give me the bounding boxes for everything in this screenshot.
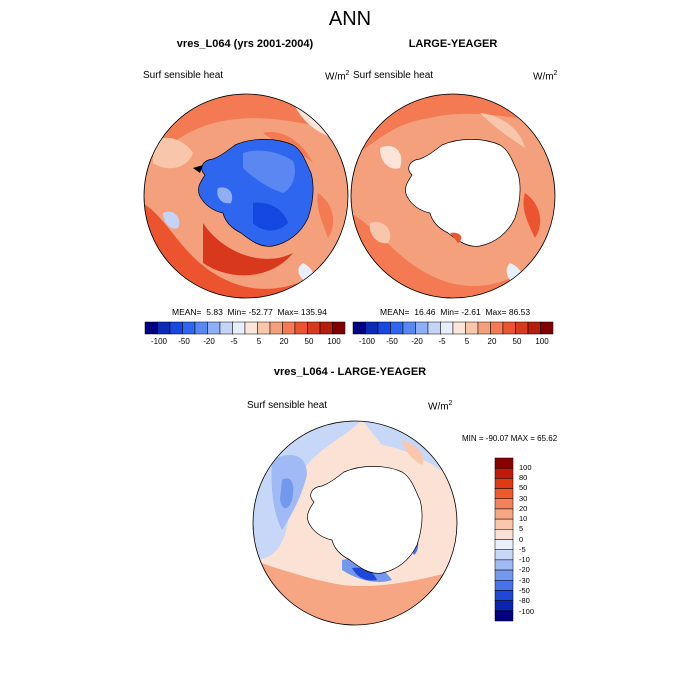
colorbar-swatch <box>494 467 514 479</box>
colorbar-swatch <box>494 600 514 612</box>
colorbar-swatch <box>157 321 171 335</box>
colorbar-swatch <box>494 549 514 561</box>
colorbar-swatch <box>494 559 514 571</box>
colorbar-difference-label: -100 <box>519 607 535 616</box>
colorbar-model-label: 100 <box>327 337 341 346</box>
colorbar-swatch <box>144 321 158 335</box>
colorbar-difference-label: -50 <box>519 586 530 595</box>
colorbar-swatch <box>440 321 454 335</box>
colorbar-swatch <box>465 321 479 335</box>
colorbar-swatch <box>502 321 516 335</box>
colorbar-difference-label: 0 <box>519 535 524 544</box>
colorbar-swatch <box>219 321 233 335</box>
colorbar-swatch <box>477 321 491 335</box>
colorbar-swatch <box>494 457 514 469</box>
colorbar-swatch <box>332 321 346 335</box>
colorbar-difference-label: 30 <box>519 494 528 503</box>
colorbar-swatch <box>494 478 514 489</box>
colorbar-model-label: 5 <box>256 337 262 346</box>
colorbar-swatch <box>390 321 404 335</box>
polar-map-obs <box>350 93 556 299</box>
difference-units: W/m2 <box>428 400 453 413</box>
colorbar-swatch <box>365 321 379 335</box>
colorbar-swatch <box>452 321 466 335</box>
colorbar-difference-label: 10 <box>519 514 528 523</box>
colorbar-obs <box>352 321 554 335</box>
colorbar-swatch <box>294 321 308 335</box>
colorbar-swatch <box>494 610 514 622</box>
colorbar-swatch <box>427 321 441 335</box>
colorbar-obs-label: -5 <box>438 337 446 346</box>
stats-model: MEAN= 5.83 Min= -52.77 Max= 135.94 <box>172 307 327 317</box>
colorbar-swatch <box>494 529 514 540</box>
colorbar-swatch <box>232 321 246 335</box>
colorbar-swatch <box>352 321 366 335</box>
colorbar-obs-label: 20 <box>487 337 497 346</box>
polar-map-model <box>143 93 349 299</box>
colorbar-swatch <box>527 321 541 335</box>
colorbar-difference-label: 20 <box>519 504 528 513</box>
panel-variable-label-obs: Surf sensible heat <box>353 70 434 81</box>
colorbar-difference <box>494 457 514 622</box>
colorbar-model-label: 50 <box>304 337 314 346</box>
panel-units-model: W/m2 <box>325 70 350 83</box>
difference-title: vres_L064 - LARGE-YEAGER <box>273 366 427 378</box>
colorbar-swatch <box>415 321 429 335</box>
colorbar-swatch <box>269 321 283 335</box>
colorbar-swatch <box>307 321 321 335</box>
colorbar-swatch <box>169 321 183 335</box>
polar-map-difference <box>252 420 458 626</box>
colorbar-swatch <box>494 508 514 520</box>
colorbar-obs-label: 50 <box>512 337 522 346</box>
colorbar-swatch <box>377 321 391 335</box>
colorbar-swatch <box>540 321 554 335</box>
colorbar-model-label: -5 <box>230 337 238 346</box>
colorbar-swatch <box>490 321 504 335</box>
colorbar-swatch <box>194 321 208 335</box>
colorbar-swatch <box>494 488 514 499</box>
colorbar-swatch <box>244 321 258 335</box>
difference-variable-label: Surf sensible heat <box>247 400 328 411</box>
colorbar-model-label: -50 <box>178 337 190 346</box>
colorbar-difference-label: -5 <box>519 545 526 554</box>
difference-min-max: MIN = -90.07 MAX = 65.62 <box>462 434 558 443</box>
colorbar-difference-label: -10 <box>519 555 530 564</box>
colorbar-model-label: -100 <box>150 337 167 346</box>
colorbar-swatch <box>494 539 514 550</box>
colorbar-difference-label: 50 <box>519 483 528 492</box>
colorbar-model-label: -20 <box>203 337 215 346</box>
colorbar-swatch <box>494 590 514 601</box>
colorbar-model-label: 20 <box>279 337 289 346</box>
colorbar-swatch <box>515 321 529 335</box>
stats-obs: MEAN= 16.46 Min= -2.61 Max= 86.53 <box>380 307 531 317</box>
colorbar-obs-label: 100 <box>535 337 549 346</box>
colorbar-swatch <box>494 498 514 510</box>
colorbar-swatch <box>494 580 514 591</box>
colorbar-model <box>144 321 346 335</box>
colorbar-difference-label: -20 <box>519 565 530 574</box>
colorbar-obs-label: 5 <box>464 337 470 346</box>
colorbar-swatch <box>494 569 514 581</box>
colorbar-swatch <box>319 321 333 335</box>
colorbar-swatch <box>402 321 416 335</box>
colorbar-obs-label: -100 <box>358 337 375 346</box>
panel-title-obs: LARGE-YEAGER <box>408 38 498 50</box>
panel-title-model: vres_L064 (yrs 2001-2004) <box>176 38 314 50</box>
colorbar-swatch <box>207 321 221 335</box>
colorbar-swatch <box>282 321 296 335</box>
colorbar-difference-label: 80 <box>519 473 528 482</box>
colorbar-difference-label: 100 <box>519 463 532 472</box>
figure-title: ANN <box>328 8 372 30</box>
colorbar-swatch <box>257 321 271 335</box>
colorbar-swatch <box>494 518 514 530</box>
colorbar-difference-label: -80 <box>519 596 530 605</box>
panel-units-obs: W/m2 <box>533 70 558 83</box>
colorbar-obs-label: -50 <box>386 337 398 346</box>
colorbar-swatch <box>182 321 196 335</box>
colorbar-difference-label: -30 <box>519 576 530 585</box>
panel-variable-label-model: Surf sensible heat <box>143 70 224 81</box>
colorbar-difference-label: 5 <box>519 524 524 533</box>
colorbar-obs-label: -20 <box>411 337 423 346</box>
